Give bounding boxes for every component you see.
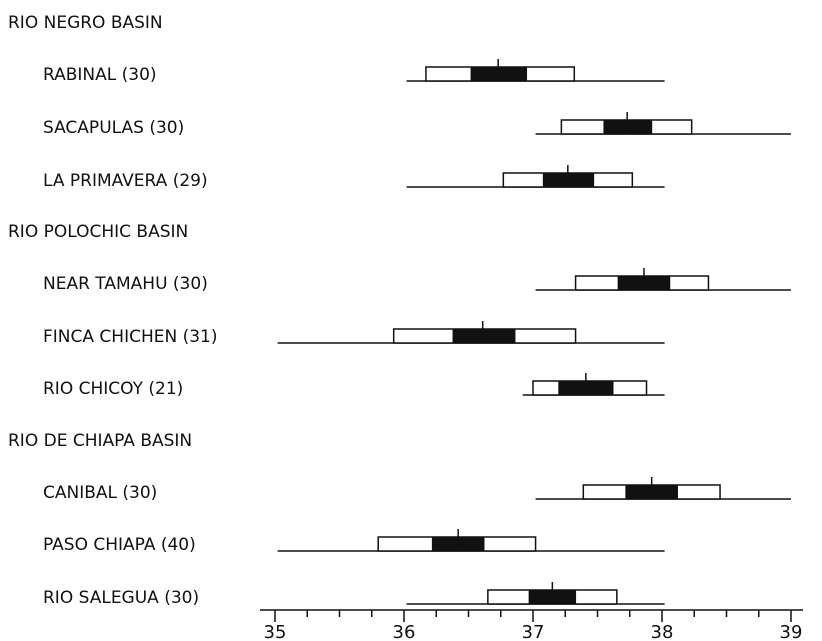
x-tick-label: 35 [264, 622, 287, 641]
x-tick-label: 36 [393, 622, 416, 641]
group-label: RIO POLOCHIC BASIN [8, 222, 188, 242]
row-label: RIO CHICOY (21) [43, 379, 183, 399]
ci-box [452, 328, 516, 344]
sample-row [535, 268, 791, 291]
marks-layer [277, 59, 791, 605]
sample-row [535, 112, 791, 135]
row-label: FINCA CHICHEN (31) [43, 327, 218, 347]
sample-row [522, 373, 665, 396]
x-axis: 35 36 37 38 39 [260, 609, 803, 641]
row-label: PASO CHIAPA (40) [43, 535, 196, 555]
row-label: CANIBAL (30) [43, 483, 157, 503]
sample-row [277, 529, 665, 552]
labels-layer: RIO NEGRO BASIN RABINAL (30) SACAPULAS (30… [8, 13, 218, 608]
sample-row [406, 165, 665, 188]
row-label: RABINAL (30) [43, 65, 157, 85]
sample-row [406, 582, 665, 605]
x-tick-label: 38 [651, 622, 674, 641]
x-tick-label: 37 [522, 622, 545, 641]
row-label: SACAPULAS (30) [43, 118, 184, 138]
row-label: NEAR TAMAHU (30) [43, 274, 208, 294]
sample-row [406, 59, 665, 82]
x-tick-label: 39 [780, 622, 803, 641]
sample-row [535, 477, 791, 500]
row-label: RIO SALEGUA (30) [43, 588, 199, 608]
group-label: RIO NEGRO BASIN [8, 13, 163, 33]
group-label: RIO DE CHIAPA BASIN [8, 431, 192, 451]
row-label: LA PRIMAVERA (29) [43, 171, 208, 191]
sample-row [277, 321, 665, 344]
